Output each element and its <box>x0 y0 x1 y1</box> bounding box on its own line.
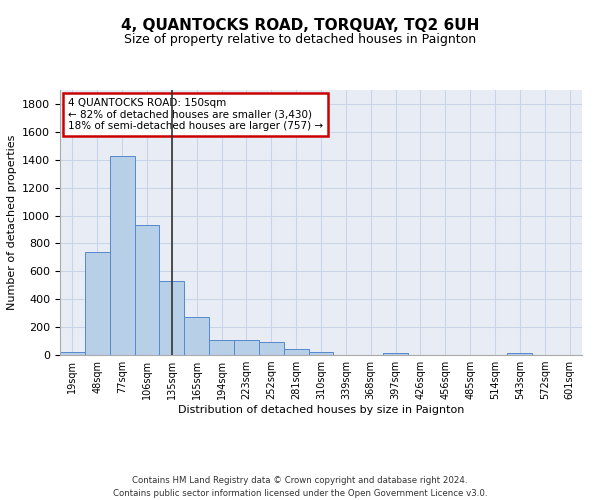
Bar <box>234 340 259 355</box>
Bar <box>383 353 408 355</box>
Bar <box>508 353 532 355</box>
Bar <box>308 352 334 355</box>
Text: 4 QUANTOCKS ROAD: 150sqm
← 82% of detached houses are smaller (3,430)
18% of sem: 4 QUANTOCKS ROAD: 150sqm ← 82% of detach… <box>68 98 323 131</box>
Bar <box>60 352 85 355</box>
Bar <box>134 224 160 355</box>
X-axis label: Distribution of detached houses by size in Paignton: Distribution of detached houses by size … <box>178 405 464 415</box>
Bar <box>259 342 284 355</box>
Bar <box>284 348 308 355</box>
Bar <box>160 281 184 355</box>
Bar <box>184 318 209 355</box>
Y-axis label: Number of detached properties: Number of detached properties <box>7 135 17 310</box>
Bar <box>110 156 134 355</box>
Text: 4, QUANTOCKS ROAD, TORQUAY, TQ2 6UH: 4, QUANTOCKS ROAD, TORQUAY, TQ2 6UH <box>121 18 479 32</box>
Text: Contains HM Land Registry data © Crown copyright and database right 2024.
Contai: Contains HM Land Registry data © Crown c… <box>113 476 487 498</box>
Bar <box>209 340 234 355</box>
Text: Size of property relative to detached houses in Paignton: Size of property relative to detached ho… <box>124 32 476 46</box>
Bar <box>85 252 110 355</box>
